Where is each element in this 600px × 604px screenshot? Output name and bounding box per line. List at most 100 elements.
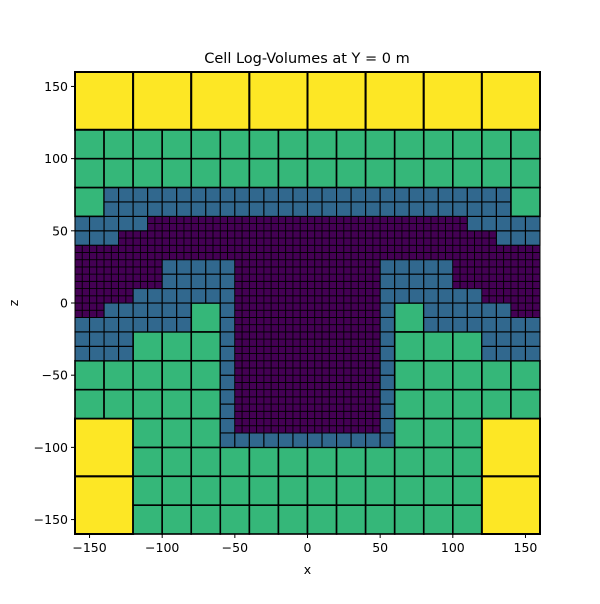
mesh-cell xyxy=(525,288,534,297)
mesh-cell xyxy=(299,418,308,427)
mesh-cell xyxy=(393,388,425,420)
mesh-cell xyxy=(321,360,330,369)
mesh-cell xyxy=(481,157,512,189)
mesh-cell xyxy=(387,244,396,253)
mesh-cell xyxy=(234,295,243,304)
mesh-cell xyxy=(234,259,243,268)
mesh-cell xyxy=(321,374,330,383)
mesh-cell xyxy=(422,417,454,449)
mesh-cell xyxy=(416,215,425,224)
mesh-cell xyxy=(510,331,527,347)
mesh-cell xyxy=(314,259,323,268)
mesh-cell xyxy=(263,389,272,398)
mesh-cell xyxy=(219,128,251,160)
mesh-cell xyxy=(248,157,280,189)
mesh-cell xyxy=(357,345,367,354)
mesh-cell xyxy=(328,403,337,412)
mesh-cell xyxy=(372,288,381,297)
mesh-cell xyxy=(270,295,279,304)
mesh-cell xyxy=(524,215,541,232)
mesh-cell xyxy=(452,331,483,362)
mesh-cell xyxy=(270,418,279,427)
mesh-cell xyxy=(365,215,374,224)
mesh-cell xyxy=(365,244,374,253)
mesh-cell xyxy=(408,273,425,290)
mesh-cell xyxy=(452,157,483,189)
mesh-cell xyxy=(307,382,316,391)
mesh-cell xyxy=(321,252,330,261)
mesh-cell xyxy=(328,345,337,354)
mesh-cell xyxy=(393,128,425,160)
mesh-cell xyxy=(321,367,330,376)
mesh-cell xyxy=(278,338,287,347)
mesh-cell xyxy=(169,252,178,261)
mesh-cell xyxy=(307,374,316,383)
mesh-cell xyxy=(154,266,163,275)
mesh-cell xyxy=(219,403,236,420)
mesh-cell xyxy=(372,309,381,318)
mesh-cell xyxy=(481,295,490,304)
mesh-cell xyxy=(241,302,250,311)
mesh-cell xyxy=(183,223,192,232)
mesh-cell xyxy=(328,309,337,318)
mesh-cell xyxy=(74,388,105,420)
mesh-cell xyxy=(190,252,199,261)
mesh-cell xyxy=(132,446,163,478)
mesh-cell xyxy=(321,317,330,326)
mesh-cell xyxy=(234,244,243,253)
mesh-cell xyxy=(176,244,185,253)
mesh-cell xyxy=(379,223,388,232)
mesh-cell xyxy=(234,230,243,239)
mesh-cell xyxy=(227,215,236,224)
mesh-cell xyxy=(248,237,258,246)
mesh-cell xyxy=(372,237,381,246)
mesh-cell xyxy=(248,201,265,217)
mesh-cell xyxy=(480,71,541,131)
mesh-cell xyxy=(248,215,258,224)
mesh-cell xyxy=(234,410,243,419)
mesh-cell xyxy=(422,388,454,420)
mesh-cell xyxy=(110,266,119,275)
mesh-cell xyxy=(161,446,193,478)
mesh-cell xyxy=(343,367,352,376)
mesh-cell xyxy=(285,396,294,405)
mesh-cell xyxy=(532,259,541,268)
cells-layer xyxy=(74,71,541,535)
mesh-cell xyxy=(350,295,359,304)
mesh-cell xyxy=(96,309,105,318)
mesh-cell xyxy=(118,259,127,268)
mesh-cell xyxy=(248,432,265,448)
mesh-cell xyxy=(190,259,207,275)
mesh-cell xyxy=(161,302,178,318)
mesh-cell xyxy=(147,252,156,261)
mesh-cell xyxy=(307,215,316,224)
mesh-cell xyxy=(292,244,301,253)
mesh-cell xyxy=(452,230,461,239)
mesh-cell xyxy=(161,252,170,261)
mesh-cell xyxy=(278,360,287,369)
mesh-cell xyxy=(125,230,134,239)
mesh-cell xyxy=(321,215,330,224)
mesh-cell xyxy=(408,237,417,246)
mesh-cell xyxy=(524,316,541,333)
mesh-cell xyxy=(466,215,483,232)
mesh-cell xyxy=(357,237,367,246)
mesh-cell xyxy=(336,201,352,217)
mesh-cell xyxy=(474,266,483,275)
mesh-cell xyxy=(270,237,279,246)
mesh-cell xyxy=(176,186,192,203)
mesh-cell xyxy=(365,374,374,383)
mesh-cell xyxy=(74,259,83,268)
mesh-cell xyxy=(408,288,425,304)
mesh-cell xyxy=(496,259,505,268)
mesh-cell xyxy=(198,252,207,261)
mesh-cell xyxy=(372,367,381,376)
mesh-cell xyxy=(372,244,381,253)
mesh-cell xyxy=(343,215,352,224)
mesh-cell xyxy=(263,338,272,347)
mesh-cell xyxy=(357,418,367,427)
mesh-cell xyxy=(336,367,345,376)
mesh-cell xyxy=(517,302,526,311)
mesh-cell xyxy=(336,280,345,289)
mesh-cell xyxy=(379,201,396,217)
